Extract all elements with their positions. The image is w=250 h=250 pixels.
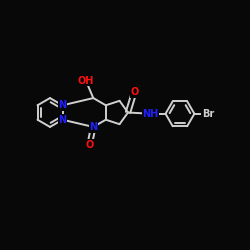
Text: N: N [58, 115, 66, 125]
Text: N: N [58, 100, 66, 110]
Text: OH: OH [78, 76, 94, 86]
Text: O: O [86, 140, 94, 150]
Text: N: N [89, 122, 97, 132]
Text: O: O [130, 87, 138, 97]
Text: NH: NH [142, 109, 159, 119]
Text: Br: Br [202, 109, 214, 119]
